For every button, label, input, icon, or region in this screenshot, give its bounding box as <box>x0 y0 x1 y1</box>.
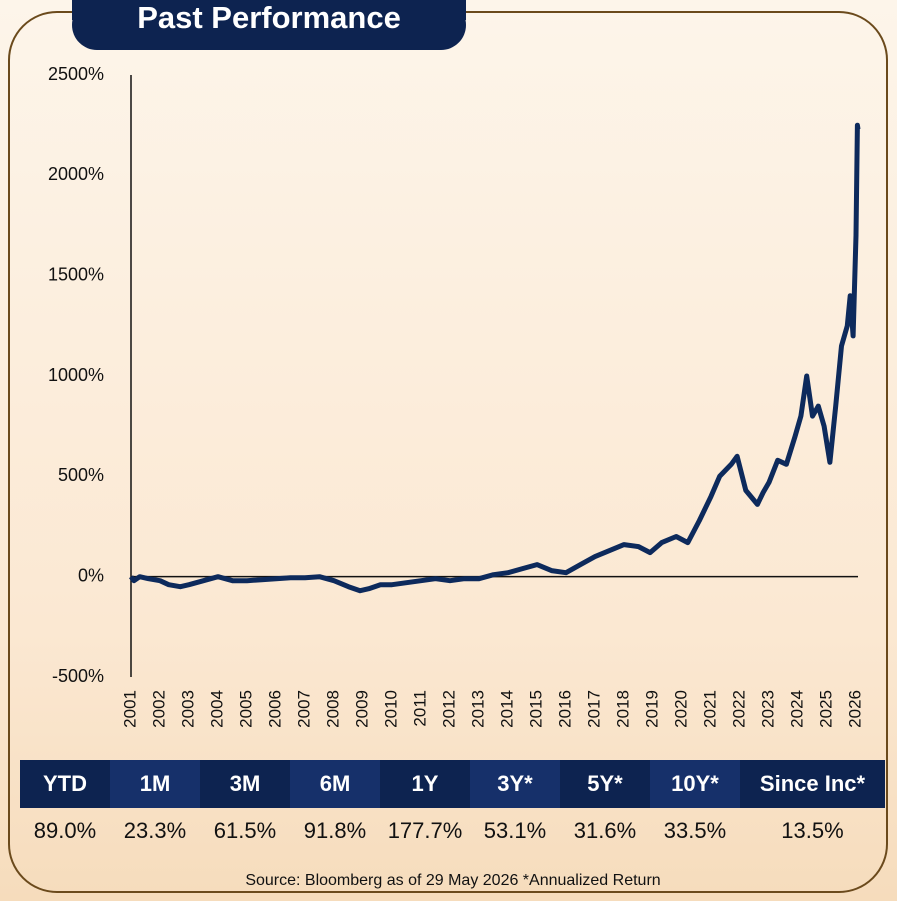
y-tick-label: 500% <box>58 465 104 485</box>
x-tick-label: 2020 <box>671 690 690 728</box>
table-cell: 177.7% <box>388 818 463 843</box>
x-tick-label: 2015 <box>526 690 545 728</box>
table-header-cell <box>290 760 380 808</box>
y-tick-label: 0% <box>78 565 104 585</box>
x-tick-label: 2007 <box>294 690 313 728</box>
data-line <box>128 122 861 594</box>
x-tick-label: 2003 <box>178 690 197 728</box>
x-tick-label: 2002 <box>149 690 168 728</box>
y-tick-label: 1500% <box>48 264 104 284</box>
x-tick-label: 2006 <box>265 690 284 728</box>
table-header-cell <box>110 760 200 808</box>
x-tick-label: 2005 <box>236 690 255 728</box>
table-header-cell <box>650 760 740 808</box>
table-cell: 91.8% <box>304 818 366 843</box>
table-header: 5Y* <box>587 771 623 796</box>
x-tick-label: 2010 <box>381 690 400 728</box>
x-tick-label: 2021 <box>700 690 719 728</box>
table-header: Since Inc* <box>760 771 866 796</box>
x-tick-label: 2013 <box>468 690 487 728</box>
table-header-cell <box>200 760 290 808</box>
table-header: 3Y* <box>497 771 533 796</box>
y-tick-label: 2000% <box>48 164 104 184</box>
x-tick-label: 2011 <box>410 690 429 727</box>
table-header-cell <box>380 760 470 808</box>
source: Source: Bloomberg as of 29 May 2026 *Ann… <box>245 872 660 889</box>
table-header-cell <box>470 760 560 808</box>
x-tick-label: 2017 <box>584 690 603 728</box>
table-cell: 31.6% <box>574 818 636 843</box>
table-header: 1Y <box>412 771 439 796</box>
x-tick-label: 2026 <box>845 690 864 728</box>
x-tick-label: 2019 <box>642 690 661 728</box>
x-tick-label: 2009 <box>352 690 371 728</box>
x-tick-label: 2008 <box>323 690 342 728</box>
x-tick-label: 2023 <box>758 690 777 728</box>
table-cell: 53.1% <box>484 818 546 843</box>
x-tick-label: 2018 <box>613 690 632 728</box>
table-header-cell <box>20 760 110 808</box>
y-tick-label: 2500% <box>48 64 104 84</box>
y-tick-label: -500% <box>52 666 104 686</box>
table-header: 6M <box>320 771 351 796</box>
x-tick-label: 2004 <box>207 690 226 728</box>
table-cell: 33.5% <box>664 818 726 843</box>
table-header: 3M <box>230 771 261 796</box>
title: Past Performance <box>137 0 401 35</box>
table-cell: 23.3% <box>124 818 186 843</box>
x-tick-label: 2012 <box>439 690 458 728</box>
x-tick-label: 2024 <box>787 690 806 728</box>
table-header: YTD <box>43 771 87 796</box>
x-tick-label: 2022 <box>729 690 748 728</box>
table-cell: 61.5% <box>214 818 276 843</box>
table-cell: 89.0% <box>34 818 96 843</box>
title-tab-top <box>72 0 466 20</box>
table-header-cell <box>740 760 885 808</box>
x-tick-label: 2025 <box>816 690 835 728</box>
table-header: 1M <box>140 771 171 796</box>
table-header-cell <box>560 760 650 808</box>
table-header: 10Y* <box>671 771 719 796</box>
x-tick-label: 2001 <box>120 690 139 728</box>
x-tick-label: 2014 <box>497 690 516 728</box>
table-cell: 13.5% <box>781 818 843 843</box>
x-tick-label: 2016 <box>555 690 574 728</box>
y-tick-label: 1000% <box>48 365 104 385</box>
